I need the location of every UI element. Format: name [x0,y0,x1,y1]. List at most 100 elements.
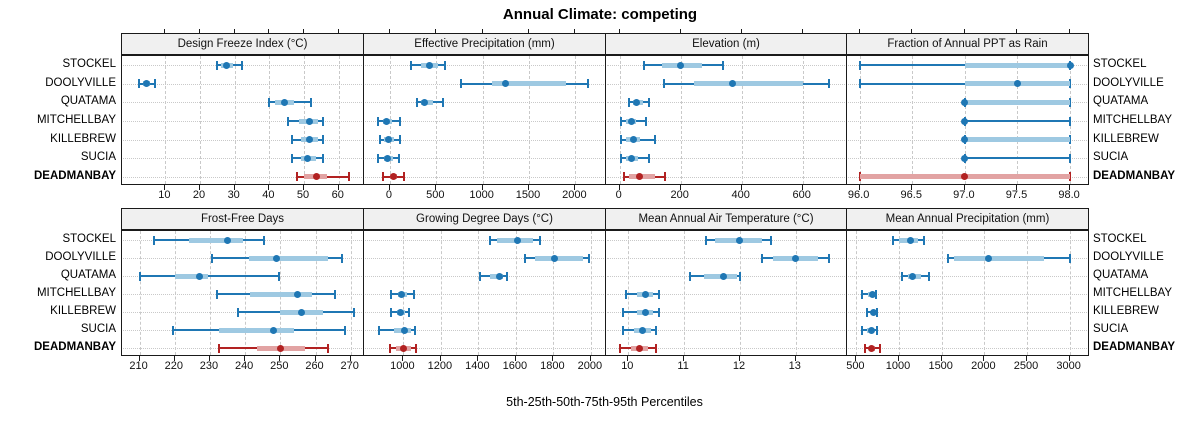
whisker-cap [922,235,925,245]
x-tick [940,356,942,361]
grid-line-v [553,231,555,355]
whisker-cap [927,271,930,281]
x-tick-top [963,29,965,33]
grid-line-v [741,56,743,184]
x-tick-label: 13 [788,360,801,372]
row-label-left: DOOLYVILLE [45,76,116,89]
whisker-cap [399,135,402,145]
whisker-cap [390,289,393,299]
row-label-left: SUCIA [80,151,116,164]
row-label-left: DEADMANBAY [34,169,116,182]
panel-title: Design Freeze Index (°C) [177,38,308,50]
row-label-left: SUCIA [80,323,116,335]
whisker-cap [879,343,882,353]
row-guide-line [365,65,604,67]
whisker-cap [892,235,895,245]
x-tick [1026,356,1027,361]
whisker-cap [644,116,647,126]
x-tick [618,185,620,190]
x-tick [898,356,900,361]
x-tick-label: 12 [732,360,746,372]
x-tick-top [268,29,270,33]
x-tick-label: 30 [227,189,240,201]
whisker-cap [655,343,658,353]
median-dot [961,136,969,144]
grid-line-v [739,231,741,355]
panel-title: Fraction of Annual PPT as Rain [887,38,1048,50]
whisker-cap [505,271,508,281]
whisker-cap [138,271,141,281]
whisker-cap [688,271,691,281]
whisker-cap [647,153,650,163]
x-tick [801,185,803,190]
x-tick-label: 97.5 [1005,189,1028,201]
whisker-cap [488,235,491,245]
x-tick-top [199,29,201,33]
whisker-cap [268,97,271,107]
panel-title: Effective Precipitation (mm) [414,38,555,50]
x-tick-label: 1600 [502,360,528,372]
row-label-right: DOOLYVILLE [1093,76,1164,89]
x-tick [164,185,166,190]
median-dot [628,117,636,125]
row-guide-line [123,139,362,141]
row-guide-line [365,240,604,241]
x-tick-top [858,29,860,33]
median-dot [420,98,428,106]
grid-line-v [515,231,517,355]
panel-strip: Mean Annual Precipitation (mm) [846,208,1089,230]
x-tick-label: 10 [621,360,634,372]
median-dot [1013,80,1021,88]
row-label-right: DEADMANBAY [1093,169,1175,182]
whisker-cap [722,60,725,70]
whisker-cap [353,307,356,317]
whisker-cap [662,79,665,89]
whisker-cap [413,325,416,335]
iqr-band [964,62,1071,68]
whisker-cap [620,153,623,163]
row-guide-line [123,102,362,104]
whisker-cap [296,172,299,182]
row-label-left: STOCKEL [62,233,116,245]
x-tick-label: 270 [340,360,359,372]
x-tick [627,356,629,361]
row-guide-line [848,240,1087,241]
whisker-cap [217,343,220,353]
grid-line-v [165,56,167,184]
x-tick-top [481,29,483,33]
grid-line-v [482,56,484,184]
row-guide-line [365,258,604,259]
panel-strip: Design Freeze Index (°C) [121,33,364,55]
median-dot [641,308,649,316]
whisker-cap [655,325,658,335]
grid-line-v [795,231,797,355]
x-axis-caption: 5th-25th-50th-75th-95th Percentiles [506,395,703,409]
median-dot [502,80,510,88]
x-tick [858,185,860,190]
x-tick-top [303,29,305,33]
whisker-cap [479,271,482,281]
whisker-cap [621,325,624,335]
median-dot [281,98,289,106]
iqr-band [188,237,244,243]
grid-line-v [684,231,686,355]
grid-line-v [436,56,438,184]
x-tick-top [1016,29,1018,33]
panel-strip: Mean Annual Air Temperature (°C) [605,208,847,230]
median-dot [867,344,875,352]
row-guide-line [123,83,362,85]
whisker-cap [399,116,402,126]
grid-line-v [941,231,943,355]
x-tick-label: 2000 [971,360,996,372]
row-label-right: QUATAMA [1093,95,1149,108]
whisker-cap [442,97,445,107]
x-tick-top [679,29,681,33]
row-guide-line [365,121,604,122]
grid-line-v [209,231,211,355]
x-tick-label: 20 [192,189,206,201]
whisker-cap [287,116,290,126]
iqr-band [964,99,1071,105]
whisker-cap [277,271,280,281]
grid-line-v [590,231,592,355]
row-label-left: KILLEBREW [50,305,116,317]
